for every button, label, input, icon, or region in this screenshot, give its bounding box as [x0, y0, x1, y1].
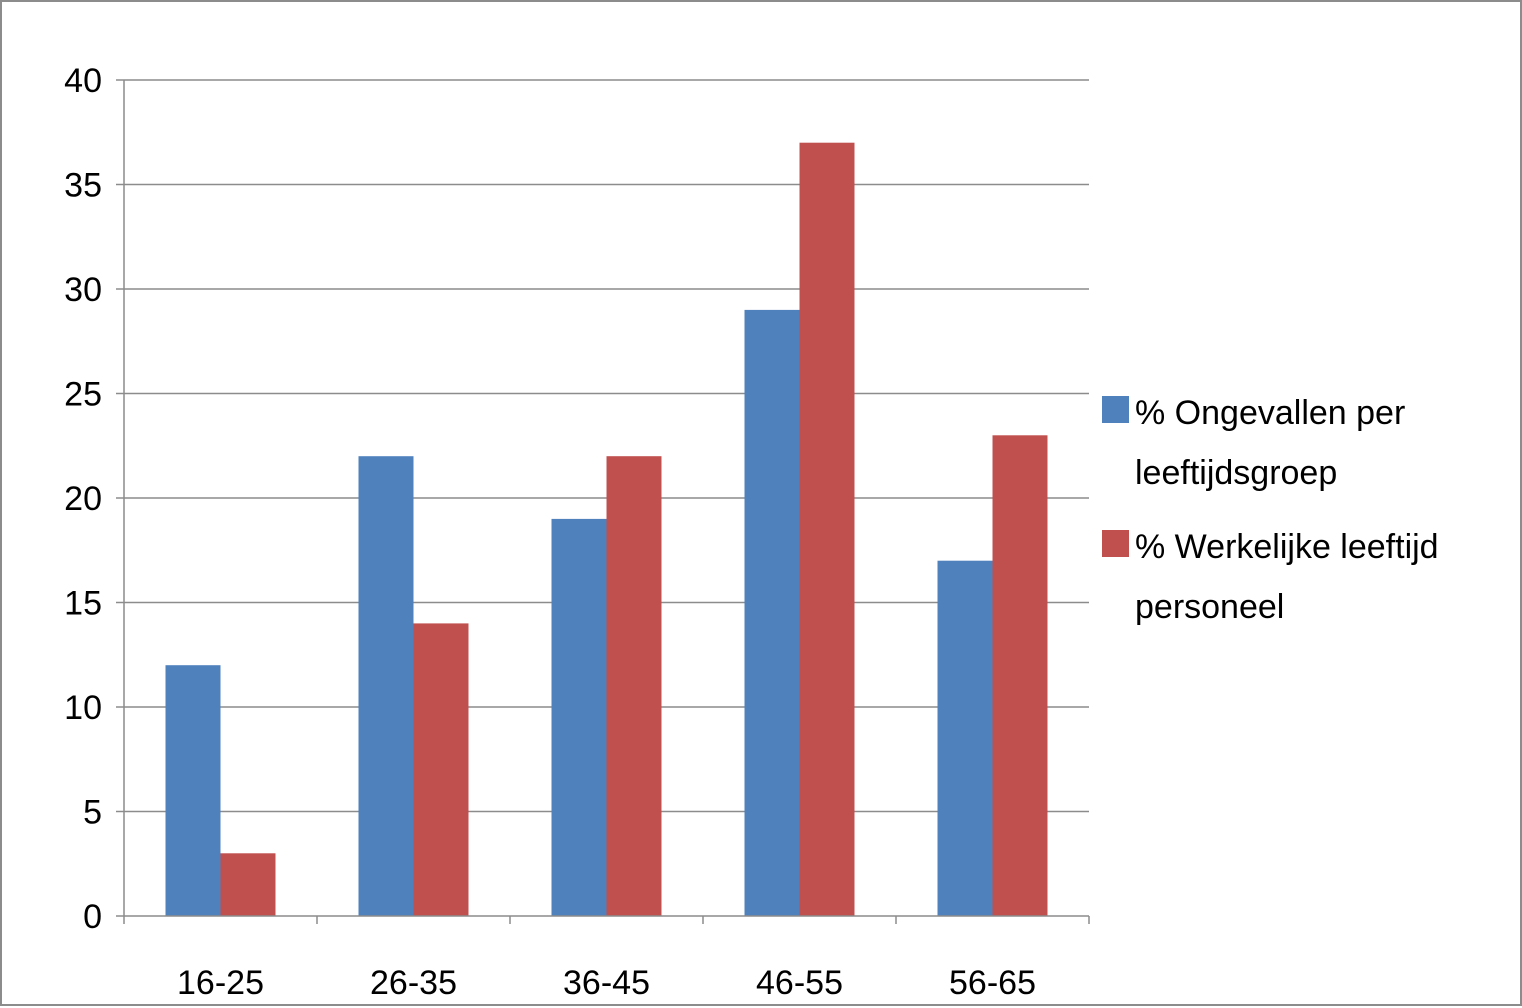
legend-swatch-2 [1102, 530, 1129, 557]
y-tick-label: 40 [64, 62, 102, 100]
x-tick-label: 26-35 [370, 964, 457, 1002]
bar-36-45-series-1 [551, 518, 607, 916]
x-tick-label: 56-65 [949, 964, 1036, 1002]
legend-label-2: % Werkelijke leeftijd [1135, 528, 1439, 566]
y-tick-label: 0 [83, 898, 102, 936]
axes [116, 79, 1090, 924]
bars [165, 142, 1048, 916]
bar-46-55-series-1 [744, 309, 800, 916]
bar-16-25-series-2 [220, 853, 276, 916]
y-tick-label: 15 [64, 585, 102, 623]
y-tick-label: 5 [83, 794, 102, 832]
bar-46-55-series-2 [799, 142, 855, 916]
legend: % Ongevallen per leeftijdsgroep % Werkelij… [1102, 394, 1439, 626]
y-tick-label: 10 [64, 689, 102, 727]
y-tick-label: 25 [64, 376, 102, 414]
bar-16-25-series-1 [165, 665, 221, 916]
x-tick-label: 36-45 [563, 964, 650, 1002]
y-tick-label: 35 [64, 167, 102, 205]
bar-56-65-series-2 [992, 435, 1048, 916]
tick-labels: 0 5 10 15 20 25 30 35 40 16-25 26-35 36-45 46-55 56-6… [64, 62, 1036, 1002]
bar-36-45-series-2 [606, 456, 662, 916]
legend-swatch-1 [1102, 396, 1129, 423]
bar-26-35-series-1 [358, 456, 414, 916]
x-tick-label: 46-55 [756, 964, 843, 1002]
y-tick-label: 20 [64, 480, 102, 518]
x-tick-label: 16-25 [177, 964, 264, 1002]
bar-26-35-series-2 [413, 623, 469, 916]
bar-56-65-series-1 [937, 560, 993, 916]
legend-label-1: % Ongevallen per [1135, 394, 1405, 432]
legend-label-2: personeel [1135, 588, 1284, 626]
y-tick-label: 30 [64, 271, 102, 309]
legend-label-1: leeftijdsgroep [1135, 454, 1337, 492]
